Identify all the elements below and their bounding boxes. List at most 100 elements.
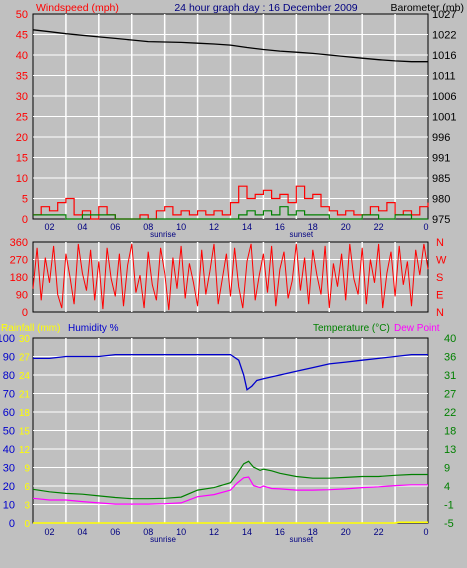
barometer-title: Barometer (mb): [390, 2, 464, 14]
series-layer: [32, 29, 429, 524]
barometer-line: [32, 29, 428, 63]
baro-tick-980: 980: [432, 194, 450, 206]
wind-tick-25: 25: [16, 112, 28, 124]
humidity-line: [33, 353, 428, 391]
rain-tick-15: 15: [19, 427, 31, 438]
rain-tick-6: 6: [24, 482, 30, 493]
baro-tick-975: 975: [432, 214, 450, 226]
humidity-tick-60: 60: [3, 407, 15, 419]
baro-tick-1011: 1011: [432, 71, 456, 83]
x-tick-label-0-04: 04: [77, 222, 87, 232]
humidity-tick-80: 80: [3, 370, 15, 382]
x-tick-label-2-06: 06: [110, 527, 120, 537]
x-tick-label-0-14: 14: [242, 222, 252, 232]
wind-tick-45: 45: [16, 30, 28, 42]
temp-tick-40: 40: [444, 333, 456, 345]
x-tick-label-0-10: 10: [176, 222, 186, 232]
humidity-tick-20: 20: [3, 481, 15, 493]
dir-tick-0: 0: [22, 307, 28, 319]
wind-tick-30: 30: [16, 91, 28, 103]
humidity-tick-0: 0: [9, 518, 15, 530]
humidity-tick-30: 30: [3, 463, 15, 475]
x-tick-label-2-22: 22: [374, 527, 384, 537]
temp-tick-18: 18: [444, 426, 456, 438]
x-tick-label-0-16: 16: [275, 222, 285, 232]
wind-tick-10: 10: [16, 173, 28, 185]
rain-tick-9: 9: [24, 464, 30, 475]
baro-tick-985: 985: [432, 173, 450, 185]
humidity-tick-10: 10: [3, 500, 15, 512]
rain-tick-30: 30: [19, 334, 31, 345]
humidity-tick-90: 90: [3, 352, 15, 364]
sunrise-marker-2: sunrise: [150, 535, 176, 544]
x-tick-label-2-02: 02: [44, 527, 54, 537]
rainfall-title: Rainfall (mm): [1, 323, 60, 334]
temp-tick-31: 31: [444, 370, 456, 382]
baro-tick-1022: 1022: [432, 30, 456, 42]
sunset-marker-2: sunset: [289, 535, 313, 544]
x-tick-label-0-0: 0: [423, 222, 428, 232]
x-tick-label-0-02: 02: [44, 222, 54, 232]
wind-tick-5: 5: [22, 194, 28, 206]
x-tick-label-2-04: 04: [77, 527, 87, 537]
rain-tick-24: 24: [19, 371, 31, 382]
dir-compass-2: S: [436, 272, 443, 284]
dir-compass-4: N: [436, 237, 444, 249]
temp-tick-9: 9: [444, 463, 450, 475]
x-tick-label-2-08: 08: [143, 527, 153, 537]
temperature-title: Temperature (°C): [313, 323, 390, 334]
x-tick-label-0-06: 06: [110, 222, 120, 232]
dir-tick-360: 360: [10, 237, 28, 249]
baro-tick-1006: 1006: [432, 91, 456, 103]
x-tick-label-2-18: 18: [308, 527, 318, 537]
temp-tick-13: 13: [444, 444, 456, 456]
sunset-marker-0: sunset: [289, 230, 313, 239]
rain-tick-12: 12: [19, 445, 31, 456]
humidity-title: Humidity %: [68, 323, 119, 334]
rain-tick-21: 21: [19, 390, 31, 401]
wind-tick-35: 35: [16, 71, 28, 83]
windspeed-title: Windspeed (mph): [36, 2, 119, 14]
graph-title: 24 hour graph day : 16 December 2009: [174, 2, 357, 14]
temp-tick--5: -5: [444, 518, 454, 530]
wind-tick-50: 50: [16, 9, 28, 21]
baro-tick-996: 996: [432, 132, 450, 144]
x-tick-label-0-08: 08: [143, 222, 153, 232]
dir-compass-1: E: [436, 290, 443, 302]
rain-tick-27: 27: [19, 353, 31, 364]
wind-tick-15: 15: [16, 153, 28, 165]
temp-tick--1: -1: [444, 500, 454, 512]
humidity-tick-70: 70: [3, 389, 15, 401]
rain-tick-3: 3: [24, 501, 30, 512]
temperature-line: [32, 460, 428, 500]
wind-tick-20: 20: [16, 132, 28, 144]
x-tick-label-2-0: 0: [423, 527, 428, 537]
x-tick-label-0-12: 12: [209, 222, 219, 232]
x-tick-label-2-14: 14: [242, 527, 252, 537]
humidity-tick-50: 50: [3, 426, 15, 438]
x-tick-label-2-16: 16: [275, 527, 285, 537]
dewpoint-title: Dew Point: [394, 323, 440, 334]
baro-tick-991: 991: [432, 153, 450, 165]
wind-tick-0: 0: [22, 214, 28, 226]
dir-tick-270: 270: [10, 255, 28, 267]
dir-tick-180: 180: [10, 272, 28, 284]
temp-tick-4: 4: [444, 481, 450, 493]
wind-direction-line: [32, 243, 429, 311]
humidity-tick-40: 40: [3, 444, 15, 456]
dewpoint-line: [32, 476, 428, 505]
dir-compass-0: N: [436, 307, 444, 319]
x-tick-label-2-12: 12: [209, 527, 219, 537]
x-tick-label-0-22: 22: [374, 222, 384, 232]
x-tick-label-0-18: 18: [308, 222, 318, 232]
temp-tick-27: 27: [444, 389, 456, 401]
dir-compass-3: W: [436, 255, 447, 267]
rainfall-line: [33, 521, 428, 524]
rain-tick-18: 18: [19, 408, 31, 419]
x-tick-label-2-20: 20: [341, 527, 351, 537]
humidity-tick-100: 100: [0, 333, 15, 345]
gust-line: [33, 206, 428, 220]
